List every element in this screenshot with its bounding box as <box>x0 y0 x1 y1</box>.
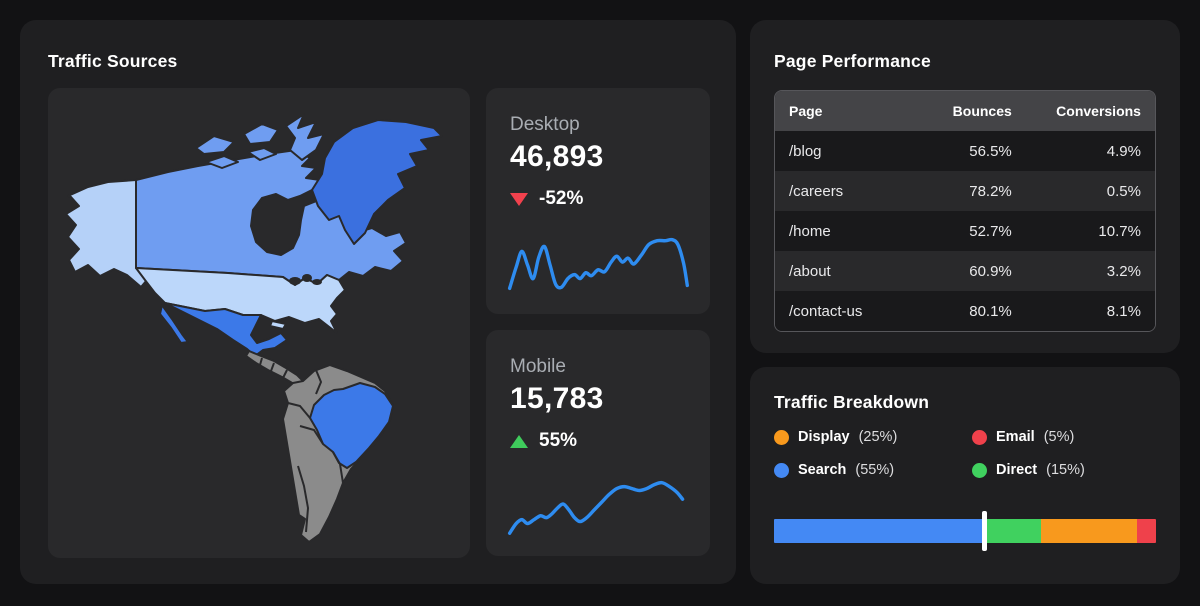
mobile-delta: 55% <box>510 430 577 452</box>
legend-name: Search <box>798 462 847 478</box>
mobile-sparkline-chart <box>507 480 685 535</box>
legend-item-search[interactable]: Search (55%) <box>774 462 894 478</box>
mobile-scorecard: Mobile 15,783 55% <box>486 330 710 556</box>
traffic-sources-title: Traffic Sources <box>48 51 178 71</box>
legend-pct: (5%) <box>1043 429 1075 445</box>
legend-name: Email <box>996 429 1035 445</box>
table-row[interactable]: /home 52.7% 10.7% <box>775 211 1155 251</box>
map-region-greenland[interactable] <box>311 119 443 245</box>
page-performance-table: Page Bounces Conversions /blog 56.5% 4.9… <box>774 90 1156 332</box>
map-great-lakes <box>289 274 322 285</box>
americas-map-chart[interactable] <box>48 88 470 558</box>
cell-page: /blog <box>789 142 822 160</box>
desktop-delta-text: -52% <box>539 188 584 209</box>
legend-name: Direct <box>996 462 1038 478</box>
header-bounces: Bounces <box>952 103 1012 119</box>
trend-up-icon <box>510 434 528 448</box>
map-country-borders <box>259 357 344 533</box>
table-row[interactable]: /contact-us 80.1% 8.1% <box>775 291 1155 331</box>
direct-legend-dot-icon <box>972 462 987 478</box>
table-header-row: Page Bounces Conversions <box>775 91 1155 131</box>
mobile-sparkline-path <box>507 480 685 535</box>
search-legend-dot-icon <box>774 462 789 478</box>
bar-segment-display[interactable] <box>1041 519 1137 543</box>
page-performance-panel: Page Performance Page Bounces Conversion… <box>750 20 1180 353</box>
map-region-arctic-islands[interactable] <box>195 113 325 169</box>
cell-bounces: 52.7% <box>969 222 1012 240</box>
desktop-sparkline-chart <box>507 237 689 291</box>
map-region-central-america[interactable] <box>245 350 304 385</box>
cell-bounces: 78.2% <box>969 182 1012 200</box>
legend-item-email[interactable]: Email (5%) <box>972 429 1074 445</box>
mobile-label: Mobile <box>510 356 566 377</box>
bar-segment-email[interactable] <box>1136 519 1156 543</box>
traffic-breakdown-panel: Traffic Breakdown Display (25%) Email (5… <box>750 367 1180 584</box>
desktop-sparkline-path <box>507 237 689 291</box>
bar-position-marker[interactable] <box>981 511 987 551</box>
desktop-value: 46,893 <box>510 140 604 173</box>
map-region-alaska[interactable] <box>65 179 148 288</box>
cell-bounces: 80.1% <box>969 302 1012 320</box>
header-conversions: Conversions <box>1056 103 1141 119</box>
table-row[interactable]: /blog 56.5% 4.9% <box>775 131 1155 171</box>
display-legend-dot-icon <box>774 429 789 445</box>
table-row[interactable]: /careers 78.2% 0.5% <box>775 171 1155 211</box>
legend-item-display[interactable]: Display (25%) <box>774 429 897 445</box>
legend-pct: (15%) <box>1046 462 1085 478</box>
cell-page: /home <box>789 222 831 240</box>
cell-conversions: 8.1% <box>1106 302 1141 320</box>
legend-item-direct[interactable]: Direct (15%) <box>972 462 1085 478</box>
cell-conversions: 3.2% <box>1106 262 1141 280</box>
cell-bounces: 60.9% <box>969 262 1012 280</box>
americas-map-svg <box>65 113 443 543</box>
map-region-brazil[interactable] <box>309 382 394 469</box>
page-performance-title: Page Performance <box>774 51 931 71</box>
bar-segment-direct[interactable] <box>984 519 1042 543</box>
bar-segment-search[interactable] <box>774 519 985 543</box>
map-region-baja[interactable] <box>159 304 189 344</box>
trend-down-icon <box>510 192 528 206</box>
legend-pct: (55%) <box>855 462 895 478</box>
cell-page: /contact-us <box>789 302 863 320</box>
desktop-delta: -52% <box>510 188 583 210</box>
header-page: Page <box>789 103 823 119</box>
legend-name: Display <box>798 429 850 445</box>
map-region-cuba[interactable] <box>269 320 287 330</box>
desktop-scorecard: Desktop 46,893 -52% <box>486 88 710 314</box>
email-legend-dot-icon <box>972 429 987 445</box>
map-region-canada[interactable] <box>135 149 407 286</box>
mobile-delta-text: 55% <box>539 430 578 451</box>
legend-pct: (25%) <box>858 429 898 445</box>
desktop-label: Desktop <box>510 114 580 135</box>
cell-page: /about <box>789 262 831 280</box>
cell-conversions: 0.5% <box>1106 182 1141 200</box>
traffic-breakdown-title: Traffic Breakdown <box>774 392 930 412</box>
table-row[interactable]: /about 60.9% 3.2% <box>775 251 1155 291</box>
cell-conversions: 4.9% <box>1106 142 1141 160</box>
traffic-breakdown-bar-chart <box>774 511 1156 551</box>
mobile-value: 15,783 <box>510 382 604 415</box>
cell-bounces: 56.5% <box>969 142 1012 160</box>
stacked-bar-track <box>774 519 1156 543</box>
cell-conversions: 10.7% <box>1098 222 1141 240</box>
cell-page: /careers <box>789 182 844 200</box>
map-region-mexico[interactable] <box>164 302 288 357</box>
traffic-sources-panel: Traffic Sources <box>20 20 736 584</box>
